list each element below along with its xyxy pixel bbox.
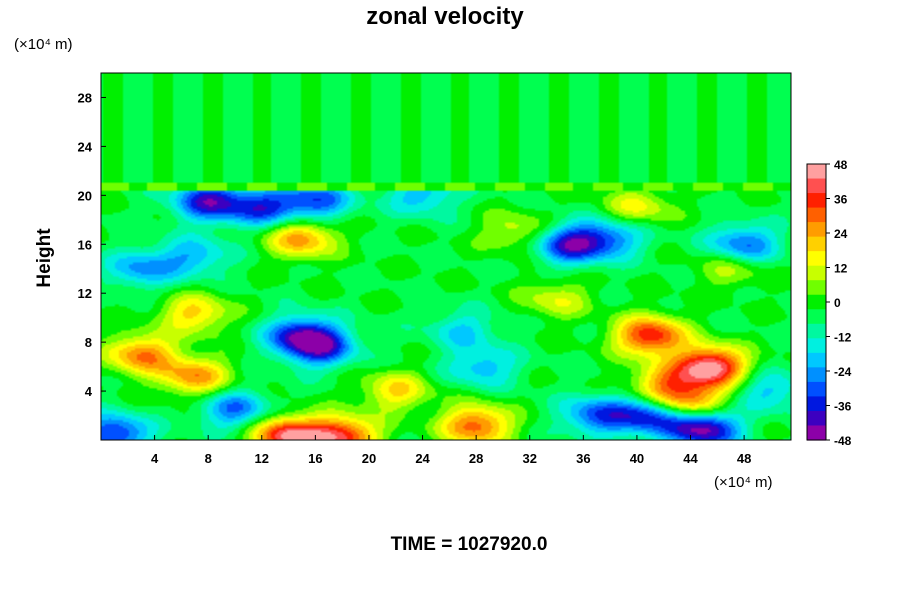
x-axis: 4 8 12 16 20 24 28 32 36 40 44 48 [151, 435, 751, 466]
colorbar-tick-label: -48 [834, 434, 852, 448]
colorbar-swatch [807, 178, 826, 194]
colorbar-tick-label: -36 [834, 400, 852, 414]
colorbar-swatch [807, 396, 826, 412]
x-tick-label: 4 [151, 451, 159, 466]
x-tick-label: 40 [630, 451, 644, 466]
colorbar-tick-label: 48 [834, 158, 848, 172]
y-tick-label: 12 [78, 286, 92, 301]
colorbar-swatch [807, 425, 826, 441]
plot-frame [100, 72, 792, 441]
x-tick-label: 28 [469, 451, 483, 466]
colorbar-swatch [807, 381, 826, 398]
colorbar-swatch [807, 164, 826, 180]
x-tick-label: 36 [576, 451, 590, 466]
y-tick-label: 24 [78, 139, 93, 154]
colorbar-swatch [807, 338, 826, 354]
colorbar-tick-label: -12 [834, 331, 852, 345]
y-axis-label: Height [34, 228, 55, 288]
colorbar-tick-label: 12 [834, 262, 848, 276]
x-tick-label: 32 [523, 451, 537, 466]
colorbar-swatch [807, 236, 826, 252]
colorbar-tick-label: 0 [834, 296, 841, 310]
x-tick-label: 12 [255, 451, 269, 466]
colorbar-tick-label: 36 [834, 193, 848, 207]
x-tick-label: 20 [362, 451, 376, 466]
y-tick-label: 8 [85, 335, 92, 350]
colorbar-swatch [807, 294, 826, 310]
colorbar: 48 36 24 12 0 -12 -24 -36 -48 [806, 158, 852, 448]
x-tick-label: 8 [205, 451, 212, 466]
colorbar-swatch [807, 207, 826, 223]
y-axis: 4 8 12 16 20 24 28 [78, 90, 106, 399]
colorbar-swatch [807, 265, 826, 281]
colorbar-tick-label: 24 [834, 227, 848, 241]
x-tick-label: 24 [415, 451, 430, 466]
colorbar-swatch [807, 352, 826, 368]
y-unit-label: (×10⁴ m) [14, 36, 73, 53]
colorbar-swatch [807, 251, 826, 267]
chart-title: zonal velocity [366, 3, 524, 30]
colorbar-tick-label: -24 [834, 365, 852, 379]
x-tick-label: 16 [308, 451, 322, 466]
y-tick-label: 28 [78, 90, 92, 105]
x-tick-label: 48 [737, 451, 751, 466]
colorbar-swatch [807, 323, 826, 339]
colorbar-swatch [807, 193, 826, 209]
y-tick-label: 20 [78, 188, 92, 203]
colorbar-swatch [807, 309, 826, 325]
heatmap-field [101, 73, 791, 440]
x-unit-label: (×10⁴ m) [714, 474, 773, 491]
y-tick-label: 16 [78, 237, 92, 252]
colorbar-swatch [807, 222, 826, 238]
x-tick-label: 44 [683, 451, 698, 466]
time-label: TIME = 1027920.0 [391, 534, 548, 555]
colorbar-swatch [807, 410, 826, 427]
colorbar-swatch [807, 367, 826, 383]
y-tick-label: 4 [85, 384, 93, 399]
colorbar-swatch [807, 280, 826, 296]
